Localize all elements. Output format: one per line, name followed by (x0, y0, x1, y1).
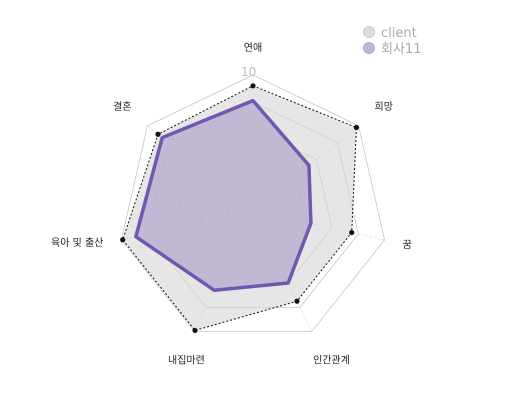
series-point-0-2 (349, 229, 355, 236)
legend: client 회사11 (363, 26, 421, 57)
axis-label-3: 인간관계 (313, 355, 350, 367)
legend-label-company: 회사11 (381, 42, 421, 57)
axis-label-2: 꿈 (403, 239, 412, 251)
axis-label-5: 육아 및 출산 (51, 237, 103, 249)
tick-label-max: 10 (241, 65, 256, 79)
series-point-0-4 (192, 327, 198, 334)
series-point-0-3 (294, 298, 300, 304)
axis-label-0: 연애 (244, 42, 262, 54)
legend-marker-company (363, 42, 375, 54)
grid-spoke (252, 209, 312, 332)
legend-marker-client (363, 26, 375, 38)
radar-series (120, 83, 360, 334)
axis-label-1: 희망 (375, 101, 393, 113)
series-point-0-6 (155, 131, 161, 137)
grid-spoke (252, 209, 385, 241)
legend-label-client: client (381, 26, 417, 41)
grid-ring (120, 74, 386, 333)
series-point-0-5 (120, 237, 126, 243)
series-point-0-0 (250, 83, 256, 89)
series-point-0-1 (353, 124, 360, 131)
series-area-1 (134, 98, 313, 293)
axis-label-4: 내집마련 (168, 355, 205, 367)
axis-label-6: 결혼 (113, 100, 131, 113)
